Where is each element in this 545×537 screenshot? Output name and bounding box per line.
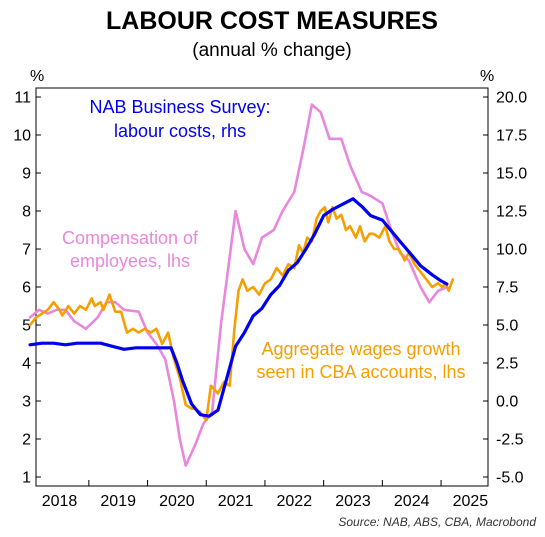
source-note: Source: NAB, ABS, CBA, Macrobond [338, 515, 536, 529]
chart-title: LABOUR COST MEASURES [106, 7, 438, 35]
left-tick-label: 9 [22, 166, 31, 183]
x-tick-label: 2023 [335, 493, 371, 510]
wages-annotation-line-2: seen in CBA accounts, lhs [256, 362, 465, 382]
compensation-annotation: Compensation of employees, lhs [62, 228, 199, 271]
nab-annotation-line-1: NAB Business Survey: [89, 97, 270, 117]
x-tick-label: 2018 [42, 493, 78, 510]
right-tick-label: 17.5 [496, 128, 527, 145]
x-tick-label: 2021 [218, 493, 254, 510]
left-tick-label: 10 [13, 128, 31, 145]
left-tick-label: 1 [22, 470, 31, 487]
wages-annotation-line-1: Aggregate wages growth [261, 339, 460, 359]
left-tick-label: 8 [22, 204, 31, 221]
right-tick-label: 5.0 [496, 318, 518, 335]
left-tick-label: 11 [14, 90, 31, 107]
cba-wages-line [28, 205, 455, 422]
left-tick-label: 5 [22, 318, 31, 335]
series-layer [28, 103, 455, 467]
wages-annotation: Aggregate wages growth seen in CBA accou… [256, 339, 465, 382]
right-tick-label: 20.0 [496, 90, 527, 107]
x-tick-label: 2022 [277, 493, 313, 510]
right-tick-label: 2.5 [496, 356, 518, 373]
nab-annotation: NAB Business Survey: labour costs, rhs [89, 97, 270, 141]
right-tick-label: 15.0 [496, 166, 527, 183]
plot-frame [35, 87, 489, 487]
right-tick-label: -5.0 [496, 470, 524, 487]
left-tick-label: 6 [22, 280, 31, 297]
compensation-annotation-line-2: employees, lhs [70, 251, 190, 271]
left-tick-label: 7 [22, 242, 31, 259]
x-tick-label: 2025 [453, 493, 489, 510]
x-axis-ticks: 2018 2019 2020 2021 2022 2023 2024 2025 [42, 480, 489, 510]
right-tick-label: 7.5 [496, 280, 518, 297]
right-tick-label: 10.0 [496, 242, 527, 259]
chart-subtitle: (annual % change) [192, 40, 352, 61]
nab-labour-costs-line [28, 197, 449, 418]
x-tick-label: 2024 [394, 493, 430, 510]
left-axis-ticks: 1 2 3 4 5 6 7 8 9 10 11 [13, 90, 41, 487]
right-axis-unit: % [480, 68, 494, 85]
x-tick-label: 2020 [159, 493, 195, 510]
x-tick-label: 2019 [100, 493, 136, 510]
compensation-annotation-line-1: Compensation of [62, 228, 199, 248]
right-tick-label: 12.5 [496, 204, 527, 221]
left-tick-label: 3 [22, 394, 31, 411]
right-tick-label: 0.0 [496, 394, 518, 411]
left-tick-label: 2 [22, 432, 31, 449]
left-axis-unit: % [30, 68, 44, 85]
left-tick-label: 4 [22, 356, 31, 373]
right-axis-ticks: -5.0 -2.5 0.0 2.5 5.0 7.5 10.0 12.5 15.0 17.5 20.0 [483, 90, 527, 487]
compensation-line [28, 103, 449, 467]
nab-annotation-line-2: labour costs, rhs [114, 121, 246, 141]
right-tick-label: -2.5 [496, 432, 524, 449]
